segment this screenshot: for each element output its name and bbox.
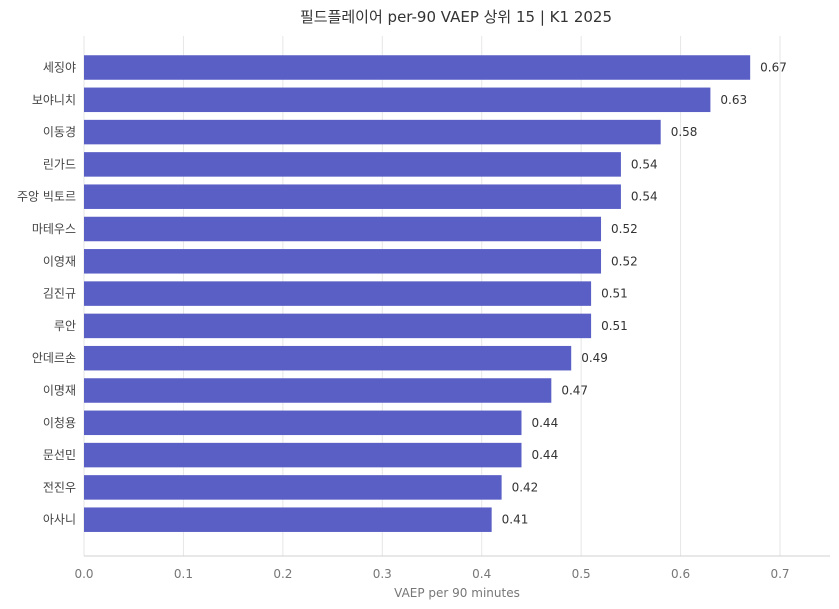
data-label: 0.63	[720, 93, 747, 107]
y-tick-label: 보야니치	[32, 93, 76, 107]
bar	[84, 55, 751, 80]
chart-title: 필드플레이어 per-90 VAEP 상위 15 | K1 2025	[300, 8, 612, 26]
bar	[84, 475, 502, 500]
data-label: 0.67	[760, 61, 787, 75]
data-label: 0.44	[531, 448, 558, 462]
x-tick-label: 0.5	[572, 567, 591, 581]
y-tick-label: 이영재	[43, 254, 76, 268]
y-tick-label: 이동경	[43, 125, 76, 139]
bar	[84, 87, 711, 113]
x-tick-label: 0.7	[770, 567, 789, 581]
y-tick-label: 안데르손	[32, 351, 76, 365]
x-tick-label: 0.4	[472, 567, 491, 581]
bar	[84, 313, 592, 339]
bars	[84, 55, 751, 532]
y-tick-label: 이명재	[43, 384, 76, 398]
data-label: 0.52	[611, 222, 638, 236]
data-label: 0.54	[631, 157, 658, 171]
y-tick-label: 린가드	[43, 157, 76, 171]
bar	[84, 184, 621, 209]
y-tick-label: 김진규	[43, 287, 76, 301]
x-tick-labels: 0.0 0.1 0.2 0.3 0.4 0.5 0.6 0.7	[74, 567, 789, 581]
data-label: 0.42	[512, 480, 539, 494]
y-tick-label: 이청용	[43, 416, 76, 430]
data-label: 0.54	[631, 190, 658, 204]
data-label: 0.52	[611, 254, 638, 268]
data-label: 0.47	[561, 384, 588, 398]
y-tick-label: 문선민	[43, 448, 76, 462]
x-tick-label: 0.0	[74, 567, 93, 581]
bar	[84, 249, 602, 274]
bar	[84, 119, 661, 145]
y-tick-label: 세징야	[43, 61, 76, 75]
bar	[84, 410, 522, 436]
bar	[84, 281, 592, 306]
y-tick-label: 아사니	[43, 513, 76, 527]
bar	[84, 152, 621, 177]
y-tick-label: 마테우스	[32, 222, 76, 236]
x-tick-label: 0.6	[671, 567, 690, 581]
y-tick-label: 전진우	[43, 480, 76, 494]
x-tick-label: 0.2	[273, 567, 292, 581]
y-tick-label: 루안	[54, 319, 76, 333]
bar	[84, 507, 492, 532]
data-label: 0.41	[502, 513, 529, 527]
data-label: 0.51	[601, 319, 628, 333]
x-tick-label: 0.1	[174, 567, 193, 581]
data-label: 0.58	[671, 125, 698, 139]
bar	[84, 345, 572, 371]
x-axis-label: VAEP per 90 minutes	[394, 586, 520, 600]
data-label: 0.49	[581, 351, 608, 365]
bar	[84, 442, 522, 468]
y-tick-label: 주앙 빅토르	[17, 190, 76, 204]
bar	[84, 216, 602, 242]
data-labels: 0.67 0.63 0.58 0.54 0.54 0.52 0.52 0.51 0.51 0.49…	[502, 61, 787, 527]
x-tick-label: 0.3	[373, 567, 392, 581]
bar	[84, 378, 552, 403]
data-label: 0.51	[601, 287, 628, 301]
data-label: 0.44	[531, 416, 558, 430]
